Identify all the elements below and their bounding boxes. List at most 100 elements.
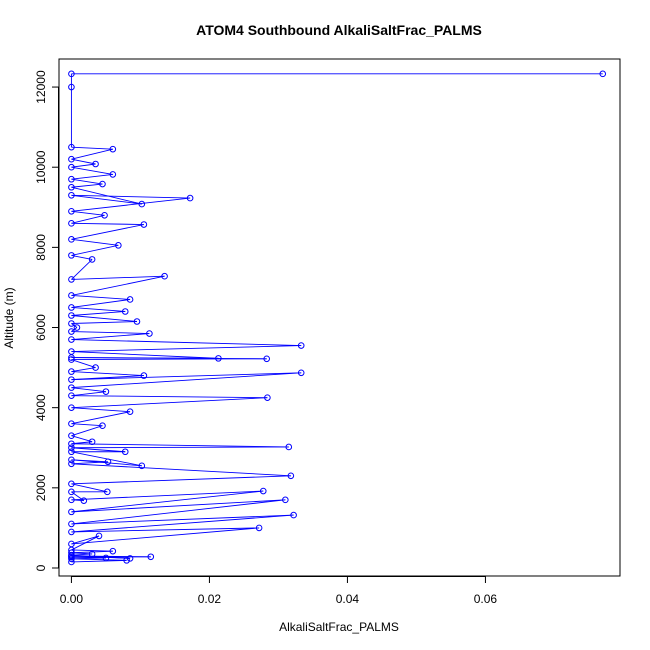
y-tick-label: 0 <box>34 564 48 571</box>
series-segment <box>71 514 294 533</box>
series-segment <box>71 411 131 425</box>
series-segment <box>71 490 264 513</box>
data-point <box>102 554 110 562</box>
series-segment <box>71 194 191 199</box>
data-point <box>290 511 297 519</box>
series-segment <box>71 423 103 427</box>
data-point <box>109 171 117 178</box>
data-point <box>68 404 75 411</box>
series-segment <box>71 311 126 316</box>
x-tick-label: 0.00 <box>60 592 84 606</box>
series-segment <box>71 331 150 334</box>
plot-frame <box>58 58 621 577</box>
data-point <box>68 183 75 191</box>
data-point <box>68 376 75 383</box>
x-axis: 0.00 0.02 0.04 0.06 <box>60 576 497 606</box>
data-point <box>68 191 75 199</box>
series-segment <box>71 224 144 240</box>
series-segment <box>71 345 302 353</box>
series-segment <box>71 148 113 160</box>
data-point <box>138 200 146 208</box>
data-point <box>73 324 81 331</box>
series-segment <box>71 391 106 397</box>
data-point <box>68 220 75 227</box>
data-point <box>68 456 75 464</box>
data-point <box>133 318 141 325</box>
series-segment <box>71 244 119 256</box>
series-segment <box>71 321 137 324</box>
series-segment <box>71 307 126 312</box>
data-point <box>68 252 75 259</box>
series-segment <box>71 499 286 513</box>
series-segment <box>71 163 96 168</box>
data-point <box>68 384 75 391</box>
series-segment <box>71 441 93 445</box>
data-point <box>121 448 129 456</box>
data-point <box>140 221 148 228</box>
data-point <box>68 70 75 78</box>
data-point <box>115 242 122 249</box>
series-segment <box>71 375 144 381</box>
series-segment <box>71 550 113 554</box>
series-segment <box>71 463 291 477</box>
series-segment <box>71 527 260 533</box>
series-segment <box>71 451 142 467</box>
data-point <box>101 212 108 219</box>
series-segment <box>71 333 150 340</box>
data-point <box>68 236 75 243</box>
data-point <box>140 372 148 379</box>
series-segment <box>71 459 142 467</box>
data-point <box>68 292 75 299</box>
data-point <box>215 355 222 362</box>
data-point <box>121 308 129 315</box>
y-tick-label: 8000 <box>34 234 48 261</box>
data-point <box>99 422 106 430</box>
data-point <box>92 364 99 371</box>
y-tick-label: 4000 <box>34 394 48 421</box>
series-segment <box>71 222 144 225</box>
data-point <box>88 438 96 446</box>
data-point <box>285 443 293 451</box>
data-point <box>80 497 88 504</box>
series-segment <box>71 351 219 359</box>
series-points <box>68 70 607 566</box>
series-segment <box>71 238 119 246</box>
data-point <box>282 496 289 504</box>
y-axis-label: Altitude (m) <box>2 287 16 348</box>
data-point <box>263 355 271 363</box>
data-point <box>68 496 75 504</box>
data-point <box>68 276 75 283</box>
y-tick-label: 6000 <box>34 314 48 341</box>
data-point <box>99 180 106 188</box>
series-segment <box>71 197 191 212</box>
series-segment <box>71 186 142 205</box>
data-point <box>68 143 75 151</box>
data-point <box>92 160 99 168</box>
series-segment <box>71 554 131 559</box>
series-segment <box>71 514 294 525</box>
series-segment <box>71 275 165 296</box>
data-point <box>255 524 263 532</box>
data-point <box>68 163 75 171</box>
series-segment <box>71 475 291 485</box>
series-segment <box>71 275 165 280</box>
data-point <box>599 70 607 78</box>
x-axis-label: AlkaliSaltFrac_PALMS <box>279 620 399 634</box>
data-point <box>104 458 112 466</box>
data-point <box>68 175 75 183</box>
data-point <box>68 320 75 327</box>
series-segment <box>71 397 268 409</box>
series-segment <box>71 173 113 180</box>
data-point <box>68 356 75 363</box>
series-segment <box>71 339 302 347</box>
series-segment <box>71 295 131 300</box>
data-point <box>297 342 305 349</box>
series-segment <box>71 323 78 328</box>
data-point <box>297 369 305 377</box>
series-segment <box>71 549 113 552</box>
data-point <box>161 272 168 280</box>
data-point <box>68 508 75 516</box>
data-point <box>138 462 146 470</box>
series-segment <box>71 490 264 501</box>
y-tick-label: 10000 <box>34 150 48 184</box>
